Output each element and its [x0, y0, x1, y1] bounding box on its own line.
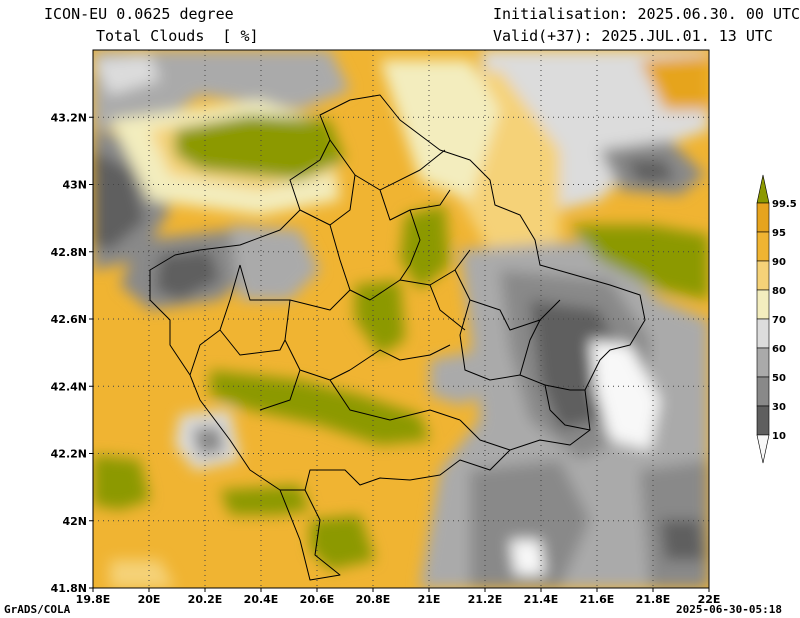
lon-tick-label: 20E: [138, 593, 161, 606]
colorbar-label: 10: [772, 431, 786, 442]
colorbar-swatch: [756, 289, 770, 320]
admin-boundaries: [149, 94, 646, 581]
lat-tick-label: 42.2N: [51, 448, 87, 461]
lon-tick-label: 19.8E: [76, 593, 111, 606]
lon-tick-label: 21.2E: [468, 593, 503, 606]
lat-tick-label: 42.8N: [51, 246, 87, 259]
colorbar-label: 99.5: [772, 199, 797, 210]
valid-time-label: Valid(+37): 2025.JUL.01. 13 UTC: [493, 27, 773, 45]
initialisation-label: Initialisation: 2025.06.30. 00 UTC: [493, 5, 800, 23]
colorbar-label: 50: [772, 373, 786, 384]
colorbar-label: 70: [772, 315, 786, 326]
colorbar-swatch: [756, 347, 770, 378]
colorbar-swatch: [756, 405, 770, 436]
lon-tick-label: 20.2E: [188, 593, 223, 606]
lat-tick-label: 42.4N: [51, 380, 87, 393]
credit-label: GrADS/COLA: [4, 603, 71, 616]
colorbar-top-arrow: [756, 174, 770, 204]
colorbar-label: 30: [772, 402, 786, 413]
lat-tick-label: 43N: [62, 179, 87, 192]
colorbar-label: 80: [772, 286, 786, 297]
lon-tick-labels: 19.8E 20E 20.2E 20.4E 20.6E 20.8E 21E 21.2E 21.4…: [76, 588, 721, 606]
lat-tick-label: 42.6N: [51, 313, 87, 326]
colorbar: 99.5 95 90 80 70 60 50 30 10: [756, 174, 797, 464]
lon-tick-label: 21.6E: [580, 593, 615, 606]
lon-tick-label: 21E: [418, 593, 441, 606]
timestamp-label: 2025-06-30-05:18: [676, 603, 782, 616]
colorbar-swatch: [756, 202, 770, 233]
colorbar-label: 60: [772, 344, 786, 355]
colorbar-swatch: [756, 260, 770, 291]
lon-tick-label: 21.4E: [524, 593, 559, 606]
colorbar-swatch: [756, 376, 770, 407]
map-title-model: ICON-EU 0.0625 degree: [44, 5, 234, 23]
colorbar-label: 90: [772, 257, 786, 268]
lon-tick-label: 20.8E: [356, 593, 391, 606]
colorbar-swatch: [756, 231, 770, 262]
map-title-variable: Total Clouds [ %]: [96, 27, 259, 45]
lon-tick-label: 21.8E: [636, 593, 671, 606]
lat-tick-label: 41.8N: [51, 582, 87, 595]
colorbar-bottom-arrow: [756, 434, 770, 464]
colorbar-label: 95: [772, 228, 786, 239]
lon-tick-label: 22E: [698, 593, 721, 606]
lat-tick-label: 42N: [62, 515, 87, 528]
lon-tick-label: 20.6E: [300, 593, 335, 606]
cloud-field: [93, 50, 709, 588]
colorbar-swatch: [756, 318, 770, 349]
lon-tick-label: 20.4E: [244, 593, 279, 606]
lat-tick-labels: 41.8N 42N 42.2N 42.4N 42.6N 42.8N 43N 43.2N: [51, 111, 93, 595]
lat-tick-label: 43.2N: [51, 111, 87, 124]
